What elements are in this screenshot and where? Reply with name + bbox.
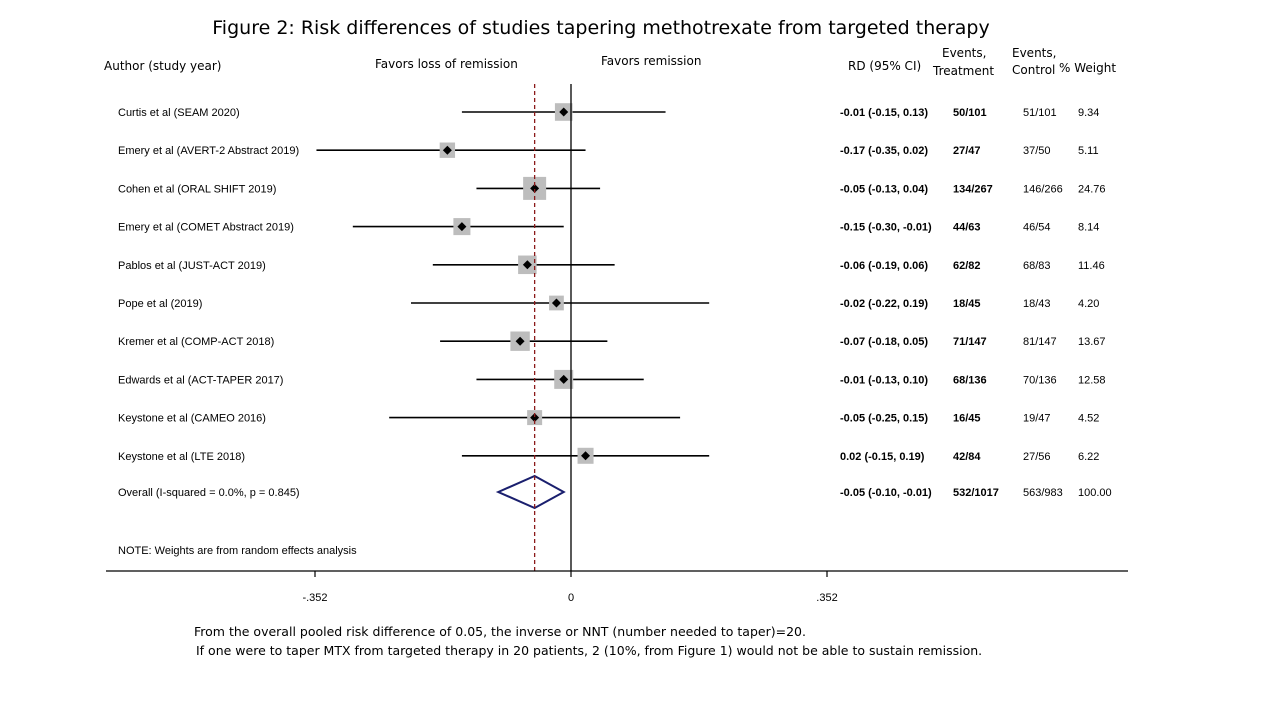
footnote-1: From the overall pooled risk difference …: [194, 624, 806, 639]
rd-ci-value: -0.07 (-0.18, 0.05): [840, 336, 928, 348]
study-label: Keystone et al (CAMEO 2016): [118, 413, 266, 425]
rd-ci-value: 0.02 (-0.15, 0.19): [840, 451, 925, 463]
overall-weight: 100.00: [1078, 487, 1112, 499]
table-row: Emery et al (COMET Abstract 2019) -0.15 (…: [118, 218, 1099, 236]
weight-value: 5.11: [1078, 145, 1099, 157]
x-tick-label: 0: [568, 592, 574, 604]
rd-ci-value: -0.02 (-0.22, 0.19): [840, 298, 928, 310]
study-rows: Curtis et al (SEAM 2020) -0.01 (-0.15, 0.…: [118, 103, 1112, 510]
study-label: Pope et al (2019): [118, 298, 202, 310]
point-estimate: [581, 451, 591, 461]
point-estimate: [530, 183, 540, 193]
events-control: 19/47: [1023, 413, 1051, 425]
table-row: Kremer et al (COMP-ACT 2018) -0.07 (-0.18…: [118, 331, 1106, 351]
header-favors-left: Favors loss of remission: [375, 57, 518, 71]
events-treatment: 42/84: [953, 451, 981, 463]
overall-rd-ci: -0.05 (-0.10, -0.01): [840, 487, 932, 499]
events-treatment: 27/47: [953, 145, 981, 157]
table-row: Keystone et al (CAMEO 2016) -0.05 (-0.25,…: [118, 410, 1099, 426]
point-estimate: [559, 107, 569, 117]
header-events-treatment-2: Treatment: [932, 64, 994, 78]
events-control: 51/101: [1023, 107, 1057, 119]
study-label: Cohen et al (ORAL SHIFT 2019): [118, 183, 276, 195]
weight-value: 8.14: [1078, 222, 1099, 234]
table-row: Curtis et al (SEAM 2020) -0.01 (-0.15, 0.…: [118, 103, 1099, 121]
x-tick-label: .352: [816, 592, 837, 604]
weight-value: 4.52: [1078, 413, 1099, 425]
table-row: Pope et al (2019) -0.02 (-0.22, 0.19) 18/4…: [118, 295, 1099, 311]
point-estimate: [522, 260, 532, 270]
events-control: 70/136: [1023, 374, 1057, 386]
point-estimate: [457, 222, 467, 232]
study-label: Keystone et al (LTE 2018): [118, 451, 245, 463]
weight-value: 11.46: [1078, 260, 1105, 272]
point-estimate: [559, 374, 569, 384]
weight-value: 9.34: [1078, 107, 1099, 119]
header-events-control-1: Events,: [1012, 46, 1056, 60]
events-treatment: 44/63: [953, 222, 981, 234]
events-control: 18/43: [1023, 298, 1051, 310]
events-treatment: 68/136: [953, 374, 987, 386]
study-label: Emery et al (AVERT-2 Abstract 2019): [118, 145, 299, 157]
point-estimate: [515, 336, 525, 346]
weight-value: 24.76: [1078, 183, 1106, 195]
header-author: Author (study year): [104, 59, 221, 73]
weight-value: 12.58: [1078, 374, 1106, 386]
header-events-treatment-1: Events,: [942, 46, 986, 60]
events-control: 146/266: [1023, 183, 1063, 195]
rd-ci-value: -0.15 (-0.30, -0.01): [840, 222, 932, 234]
events-control: 27/56: [1023, 451, 1051, 463]
header-favors-right: Favors remission: [601, 54, 701, 68]
rd-ci-value: -0.01 (-0.15, 0.13): [840, 107, 928, 119]
chart-title: Figure 2: Risk differences of studies ta…: [212, 17, 989, 39]
header-events-control-2: Control: [1012, 63, 1055, 77]
weight-value: 6.22: [1078, 451, 1099, 463]
events-control: 81/147: [1023, 336, 1057, 348]
point-estimate: [551, 298, 561, 308]
events-treatment: 134/267: [953, 183, 993, 195]
study-label: Edwards et al (ACT-TAPER 2017): [118, 374, 283, 386]
point-estimate: [530, 413, 540, 423]
events-control: 37/50: [1023, 145, 1051, 157]
study-label: Kremer et al (COMP-ACT 2018): [118, 336, 274, 348]
events-treatment: 18/45: [953, 298, 981, 310]
overall-events-treatment: 532/1017: [953, 487, 999, 499]
rd-ci-value: -0.05 (-0.13, 0.04): [840, 183, 928, 195]
header-weight: % Weight: [1059, 61, 1116, 75]
overall-row: Overall (I-squared = 0.0%, p = 0.845) -0.…: [118, 474, 1112, 510]
events-control: 46/54: [1023, 222, 1051, 234]
rd-ci-value: -0.05 (-0.25, 0.15): [840, 413, 928, 425]
events-treatment: 16/45: [953, 413, 981, 425]
study-label: Emery et al (COMET Abstract 2019): [118, 222, 294, 234]
overall-label: Overall (I-squared = 0.0%, p = 0.845): [118, 487, 300, 499]
events-treatment: 50/101: [953, 107, 987, 119]
rd-ci-value: -0.01 (-0.13, 0.10): [840, 374, 928, 386]
events-treatment: 62/82: [953, 260, 981, 272]
overall-diamond: [495, 474, 566, 510]
table-row: Emery et al (AVERT-2 Abstract 2019) -0.17…: [118, 142, 1099, 158]
study-label: Curtis et al (SEAM 2020): [118, 107, 240, 119]
point-estimate: [442, 145, 452, 155]
x-tick-label: -.352: [302, 592, 327, 604]
table-row: Cohen et al (ORAL SHIFT 2019) -0.05 (-0.1…: [118, 176, 1106, 200]
events-control: 68/83: [1023, 260, 1051, 272]
footnote-2: If one were to taper MTX from targeted t…: [196, 643, 982, 658]
weight-value: 4.20: [1078, 298, 1099, 310]
rd-ci-value: -0.17 (-0.35, 0.02): [840, 145, 928, 157]
table-row: Pablos et al (JUST-ACT 2019) -0.06 (-0.19…: [118, 255, 1105, 275]
events-treatment: 71/147: [953, 336, 987, 348]
table-row: Keystone et al (LTE 2018) 0.02 (-0.15, 0.…: [118, 447, 1099, 464]
rd-ci-value: -0.06 (-0.19, 0.06): [840, 260, 928, 272]
weight-value: 13.67: [1078, 336, 1106, 348]
note-text: NOTE: Weights are from random effects an…: [118, 545, 357, 557]
overall-events-control: 563/983: [1023, 487, 1063, 499]
table-row: Edwards et al (ACT-TAPER 2017) -0.01 (-0.…: [118, 369, 1106, 389]
study-label: Pablos et al (JUST-ACT 2019): [118, 260, 266, 272]
header-rd: RD (95% CI): [848, 59, 921, 73]
